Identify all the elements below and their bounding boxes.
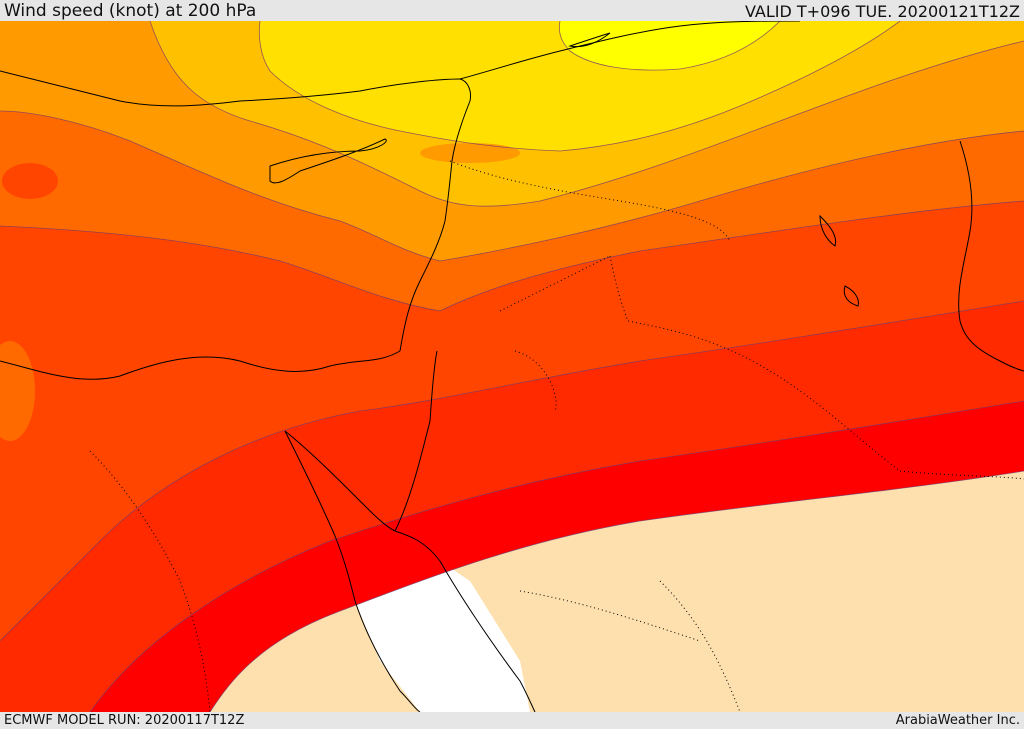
map-title: Wind speed (knot) at 200 hPa <box>4 1 257 21</box>
borders <box>89 160 1024 712</box>
wind-cell-anatolia <box>420 143 520 163</box>
red-sea <box>355 561 530 712</box>
model-run: ECMWF MODEL RUN: 20200117T12Z <box>4 713 245 728</box>
header-bar: Wind speed (knot) at 200 hPa VALID T+096… <box>0 0 1024 21</box>
wind-speed-map <box>0 21 1024 712</box>
footer-bar: ECMWF MODEL RUN: 20200117T12Z ArabiaWeat… <box>0 712 1024 729</box>
wind-cell-west <box>0 341 35 441</box>
wind-band-7 <box>259 21 900 151</box>
valid-time: VALID T+096 TUE. 20200121T12Z <box>744 2 1020 21</box>
contour-lines <box>0 21 1024 712</box>
coastlines <box>0 21 1024 712</box>
wind-band-8 <box>559 21 780 71</box>
wind-cell-cyprus <box>2 163 58 199</box>
credit: ArabiaWeather Inc. <box>895 713 1020 728</box>
